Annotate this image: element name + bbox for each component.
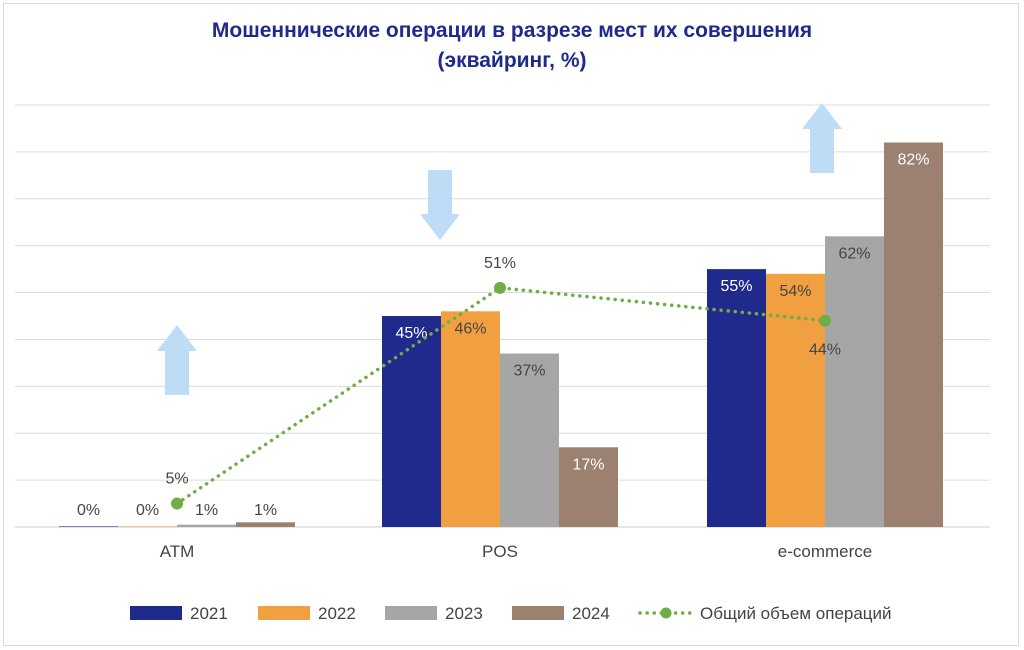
bar-2022-ATM xyxy=(118,526,177,527)
line-data-label: 51% xyxy=(484,255,516,272)
data-label: 0% xyxy=(77,502,100,519)
line-point xyxy=(494,281,506,294)
legend-label: 2024 xyxy=(572,604,610,623)
chart-title-line-2: (эквайринг, %) xyxy=(437,49,587,72)
data-label: 46% xyxy=(454,320,486,337)
chart-title: Мошеннические операции в разрезе мест их… xyxy=(0,16,1024,76)
data-label: 1% xyxy=(195,502,218,519)
bar-2021-POS xyxy=(382,316,441,527)
legend-label: 2021 xyxy=(190,604,228,623)
chart-title-line-1: Мошеннические операции в разрезе мест их… xyxy=(211,19,813,42)
arrow-down-icon xyxy=(420,170,460,240)
data-label: 0% xyxy=(136,502,159,519)
line-point xyxy=(819,314,831,327)
category-label: e-commerce xyxy=(778,542,872,561)
bar-2022-POS xyxy=(441,311,500,527)
legend-swatch-2024 xyxy=(512,606,564,620)
bar-2021-e-commerce xyxy=(707,269,766,527)
data-label: 37% xyxy=(513,363,545,380)
bar-2023-ATM xyxy=(177,524,236,527)
bar-2022-e-commerce xyxy=(766,273,825,527)
bar-2023-POS xyxy=(500,353,559,527)
legend-swatch-2022 xyxy=(258,606,310,620)
data-label: 62% xyxy=(838,245,870,262)
data-label: 55% xyxy=(720,278,752,295)
data-label: 17% xyxy=(572,456,604,473)
legend-label: 2022 xyxy=(318,604,356,623)
legend-label: 2023 xyxy=(445,604,483,623)
data-label: 82% xyxy=(897,152,929,169)
bar-2023-e-commerce xyxy=(825,236,884,528)
data-label: 1% xyxy=(254,502,277,519)
arrow-up-icon xyxy=(157,325,197,395)
line-series-total xyxy=(175,286,827,506)
legend-swatch-2023 xyxy=(385,606,437,620)
data-label: 45% xyxy=(395,325,427,342)
category-label: ATM xyxy=(160,542,195,561)
legend-swatch-2021 xyxy=(130,606,182,620)
arrow-up-icon xyxy=(802,103,842,173)
legend-label: Общий объем операций xyxy=(700,604,892,623)
bar-2024-ATM xyxy=(236,522,295,527)
data-label: 54% xyxy=(779,283,811,300)
bar-2021-ATM xyxy=(59,526,118,527)
bar-2024-e-commerce xyxy=(884,142,943,527)
line-data-label: 44% xyxy=(809,342,841,359)
legend-line-marker xyxy=(660,607,672,619)
bar-2024-POS xyxy=(559,447,618,527)
line-point xyxy=(171,497,183,510)
category-label: POS xyxy=(482,542,518,561)
line-data-label: 5% xyxy=(165,471,188,488)
